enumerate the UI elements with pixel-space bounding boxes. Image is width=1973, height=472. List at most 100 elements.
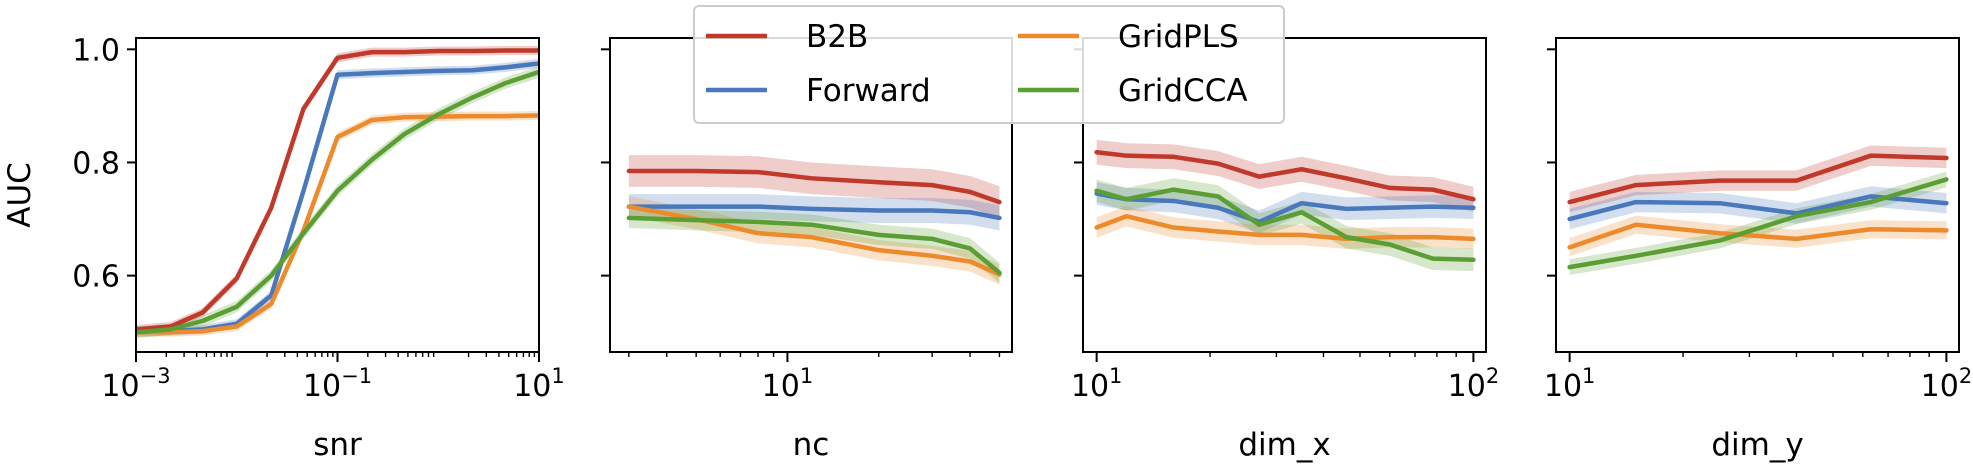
x-axis-label: dim_x — [1238, 427, 1330, 463]
point-GridCCA — [1125, 198, 1128, 201]
point-Forward — [694, 205, 698, 208]
point-B2B — [1869, 154, 1873, 157]
point-GridPLS — [336, 135, 339, 139]
point-GridCCA — [169, 328, 172, 331]
point-GridCCA — [270, 274, 273, 277]
point-GridCCA — [694, 218, 698, 222]
point-GridCCA — [1095, 189, 1098, 192]
point-B2B — [1172, 155, 1175, 159]
point-GridCCA — [998, 271, 1001, 274]
series-line-GridCCA — [1094, 187, 1476, 263]
point-GridPLS — [1431, 235, 1434, 239]
point-B2B — [1125, 154, 1128, 157]
point-Forward — [1869, 195, 1873, 198]
point-GridPLS — [930, 254, 934, 258]
point-GridPLS — [810, 235, 813, 239]
legend-label-GridCCA: GridCCA — [1118, 73, 1248, 109]
point-GridCCA — [1431, 257, 1434, 260]
x-tick-label: 101 — [1544, 364, 1596, 404]
point-GridCCA — [1388, 243, 1392, 246]
point-Forward — [998, 216, 1001, 220]
series-line-GridCCA — [1567, 177, 1949, 270]
point-GridCCA — [503, 82, 507, 85]
point-Forward — [370, 71, 374, 75]
series-line-GridCCA — [136, 69, 539, 335]
point-GridCCA — [1718, 239, 1721, 242]
series-line-B2B — [1567, 153, 1949, 205]
point-Forward — [1568, 217, 1571, 221]
point-GridCCA — [1216, 195, 1220, 198]
point-GridCCA — [1869, 200, 1873, 204]
x-tick-label: 101 — [762, 364, 814, 404]
point-GridCCA — [1945, 178, 1948, 181]
point-Forward — [756, 205, 760, 208]
plot-area — [1094, 139, 1476, 272]
point-Forward — [1216, 206, 1220, 209]
point-GridCCA — [336, 189, 339, 192]
legend: B2B Forward GridPLS GridCCA — [693, 5, 1285, 124]
point-B2B — [930, 183, 934, 187]
point-B2B — [998, 200, 1001, 204]
point-GridCCA — [1795, 215, 1798, 218]
panel-dim_x: 101 102 dim_x — [1071, 37, 1500, 463]
x-tick-label: 102 — [1448, 364, 1500, 404]
point-GridPLS — [1718, 231, 1721, 235]
point-GridCCA — [756, 220, 760, 224]
y-axis-label: AUC — [2, 162, 38, 228]
point-GridPLS — [1095, 226, 1098, 229]
point-GridPLS — [1795, 237, 1798, 241]
point-Forward — [403, 70, 406, 74]
band-Forward — [1096, 182, 1474, 234]
point-Forward — [1345, 207, 1348, 211]
point-B2B — [1257, 175, 1261, 178]
point-B2B — [810, 177, 813, 180]
point-GridPLS — [1634, 223, 1638, 226]
point-B2B — [877, 181, 880, 184]
x-tick-label: 101 — [1071, 364, 1123, 404]
band-GridPLS — [136, 110, 539, 337]
point-GridCCA — [201, 319, 204, 323]
point-Forward — [336, 73, 339, 76]
point-B2B — [1718, 179, 1721, 182]
point-GridCCA — [1172, 188, 1175, 191]
point-Forward — [1300, 202, 1303, 205]
point-B2B — [302, 107, 305, 110]
x-axis-label: dim_y — [1711, 427, 1803, 463]
axes-frame — [1555, 37, 1960, 353]
series-line-GridPLS — [136, 113, 539, 335]
point-GridCCA — [930, 237, 934, 241]
x-tick-label: 10−3 — [101, 364, 170, 404]
band-Forward — [628, 194, 1000, 231]
legend-frame — [693, 5, 1285, 124]
point-GridPLS — [756, 231, 760, 235]
series-line-GridPLS — [1567, 222, 1949, 250]
point-GridPLS — [403, 116, 406, 119]
point-Forward — [437, 69, 440, 73]
point-B2B — [1300, 168, 1303, 171]
point-GridCCA — [302, 231, 305, 235]
series-line-GridCCA — [626, 215, 1002, 276]
point-B2B — [437, 49, 440, 53]
band-GridCCA — [136, 66, 539, 338]
point-Forward — [1172, 199, 1175, 203]
point-GridCCA — [437, 113, 440, 116]
band-Forward — [136, 58, 539, 337]
point-GridPLS — [235, 325, 238, 328]
point-Forward — [877, 209, 880, 212]
point-GridCCA — [370, 158, 374, 161]
point-GridCCA — [403, 132, 406, 136]
point-GridCCA — [1257, 223, 1261, 226]
series-line-Forward — [136, 61, 539, 335]
point-GridPLS — [627, 205, 631, 208]
panel-dim_y: 101 102 dim_y — [1544, 37, 1972, 463]
point-B2B — [201, 311, 204, 314]
y-tick-label: 0.8 — [72, 146, 120, 181]
point-GridPLS — [1568, 246, 1571, 249]
point-B2B — [968, 190, 972, 194]
point-Forward — [1431, 205, 1434, 208]
point-B2B — [403, 50, 406, 54]
plot-area — [136, 45, 539, 338]
x-tick-label: 10−1 — [303, 364, 372, 404]
point-GridPLS — [1869, 228, 1873, 231]
